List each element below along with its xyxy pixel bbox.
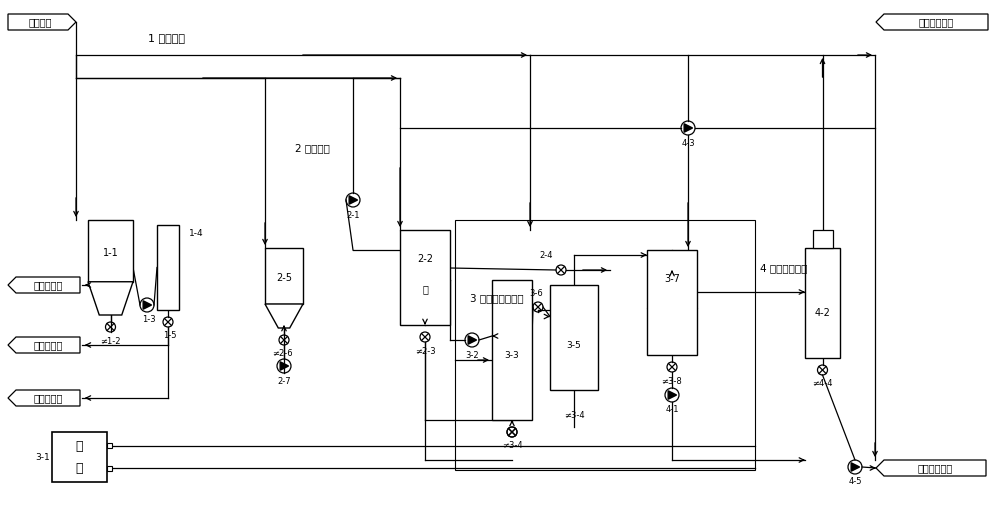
Text: 净化液送回用: 净化液送回用 [917,463,953,473]
Text: ＋: ＋ [76,462,83,475]
Polygon shape [143,301,152,309]
Polygon shape [668,391,677,399]
Text: 罗: 罗 [422,284,428,294]
Text: 4-5: 4-5 [848,477,862,486]
Text: 4-2: 4-2 [815,308,830,318]
Polygon shape [88,282,133,315]
Polygon shape [8,277,80,293]
Text: 2-5: 2-5 [276,274,292,283]
Text: ≠4-4: ≠4-4 [812,379,833,388]
Bar [805,248,840,358]
Text: 有机废水: 有机废水 [28,17,52,27]
Polygon shape [468,336,477,344]
Text: 4-3: 4-3 [681,138,695,147]
Text: 2-1: 2-1 [346,211,360,220]
Bar [107,465,112,471]
Text: 1-1: 1-1 [103,248,118,258]
Text: 1-5: 1-5 [163,332,177,341]
Text: 3-3: 3-3 [505,351,519,359]
Text: ≠2-3: ≠2-3 [415,346,435,355]
Text: 1-3: 1-3 [142,314,156,323]
Polygon shape [349,196,358,204]
Text: 污泥送处理: 污泥送处理 [33,393,63,403]
Text: －: － [76,440,83,453]
Text: 2-4: 2-4 [539,252,553,260]
Text: 污泥送处理: 污泥送处理 [33,280,63,290]
Text: 3-1: 3-1 [35,453,50,462]
Text: 2-7: 2-7 [277,377,291,386]
Bar [647,250,697,355]
Polygon shape [876,460,986,476]
Text: ≠3-4: ≠3-4 [502,442,522,451]
Text: 无害气体排空: 无害气体排空 [918,17,954,27]
Text: 4-1: 4-1 [665,406,679,414]
Bar [88,220,133,282]
Polygon shape [265,304,303,328]
Bar [455,220,755,470]
Text: 3-7: 3-7 [664,275,680,285]
Polygon shape [876,14,988,30]
Bar [265,248,303,304]
Text: 3 电催化氧化工段: 3 电催化氧化工段 [470,293,524,303]
Polygon shape [851,463,860,471]
Text: 3-2: 3-2 [465,351,479,359]
Text: ≠3-4: ≠3-4 [564,411,584,420]
Bar [157,225,179,310]
Bar [52,432,107,482]
Bar [492,280,532,420]
Text: ≠3-8: ≠3-8 [662,377,682,386]
Polygon shape [8,14,76,30]
Bar [813,230,833,248]
Polygon shape [8,390,80,406]
Bar [550,285,598,390]
Bar [400,230,450,325]
Polygon shape [684,124,693,132]
Text: 2 曝气工段: 2 曝气工段 [295,143,330,153]
Text: 1-4: 1-4 [189,228,204,237]
Text: ≠1-2: ≠1-2 [100,336,121,345]
Text: 污泥送处理: 污泥送处理 [33,340,63,350]
Text: 3-5: 3-5 [567,341,581,350]
Text: 3-6: 3-6 [529,289,543,298]
Text: ≠2-6: ≠2-6 [272,350,292,358]
Bar [107,443,112,448]
Text: 1 过滤工段: 1 过滤工段 [148,33,185,43]
Polygon shape [280,362,289,370]
Text: 2-2: 2-2 [417,254,433,264]
Text: 4 水质调节工段: 4 水质调节工段 [760,263,807,273]
Polygon shape [8,337,80,353]
